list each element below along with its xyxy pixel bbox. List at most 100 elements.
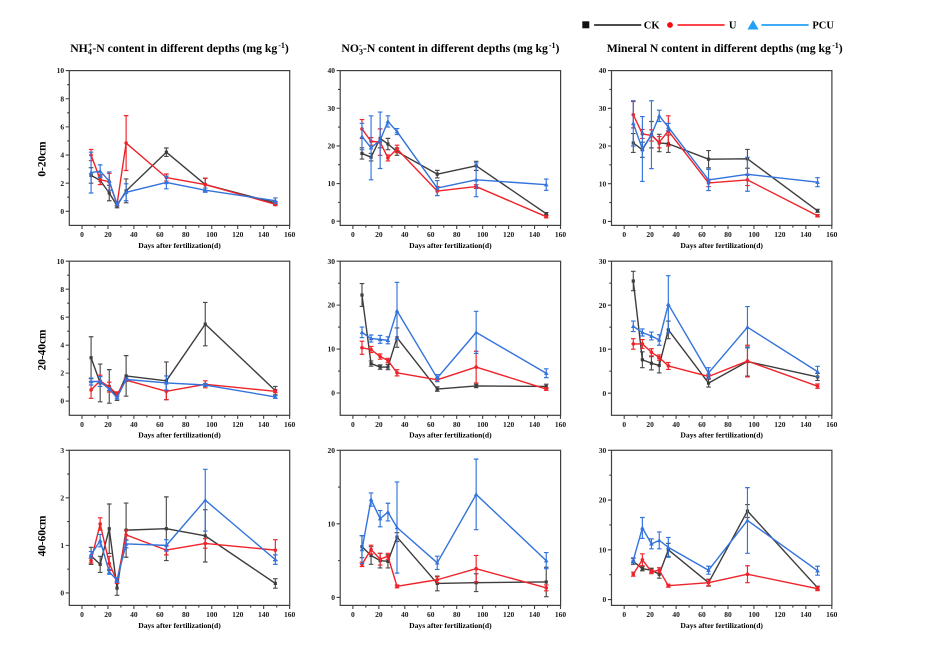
svg-text:140: 140 <box>800 420 812 429</box>
svg-text:30: 30 <box>599 446 607 455</box>
svg-text:-1: -1 <box>278 41 285 50</box>
svg-text:80: 80 <box>453 610 461 619</box>
svg-text:80: 80 <box>182 420 190 429</box>
svg-text:1: 1 <box>60 541 64 550</box>
svg-text:2: 2 <box>60 493 64 502</box>
svg-text:160: 160 <box>284 610 296 619</box>
svg-text:40: 40 <box>401 420 409 429</box>
svg-text:0: 0 <box>60 589 64 598</box>
svg-text:60: 60 <box>698 420 706 429</box>
svg-text:120: 120 <box>232 420 244 429</box>
svg-text:60: 60 <box>156 420 164 429</box>
svg-text:20: 20 <box>328 301 336 310</box>
svg-text:-: - <box>359 41 362 50</box>
svg-text:Days after fertilization(d): Days after fertilization(d) <box>409 431 492 440</box>
svg-text:Days after fertilization(d): Days after fertilization(d) <box>409 621 492 630</box>
svg-text:30: 30 <box>599 104 607 113</box>
svg-text:20: 20 <box>646 230 654 239</box>
svg-text:120: 120 <box>503 420 515 429</box>
svg-text:40: 40 <box>328 66 336 75</box>
svg-text:PCU: PCU <box>812 20 834 31</box>
svg-text:20: 20 <box>328 446 336 455</box>
svg-text:): ) <box>556 42 560 55</box>
svg-text:20: 20 <box>599 496 607 505</box>
svg-text:100: 100 <box>477 230 489 239</box>
svg-text:20: 20 <box>375 420 383 429</box>
svg-text:0: 0 <box>60 397 64 406</box>
svg-text:0: 0 <box>60 207 64 216</box>
svg-text:10: 10 <box>328 345 336 354</box>
svg-text:80: 80 <box>724 610 732 619</box>
svg-text:-N content in different depths: -N content in different depths (mg kg <box>92 42 277 55</box>
svg-text:4: 4 <box>88 48 92 57</box>
svg-text:10: 10 <box>599 545 607 554</box>
svg-text:10: 10 <box>328 179 336 188</box>
svg-text:20: 20 <box>104 420 112 429</box>
svg-text:NH: NH <box>70 42 88 55</box>
svg-text:160: 160 <box>284 420 296 429</box>
svg-text:40: 40 <box>130 420 138 429</box>
svg-text:4: 4 <box>60 151 64 160</box>
svg-text:60: 60 <box>427 610 435 619</box>
svg-text:10: 10 <box>57 257 65 266</box>
svg-text:40: 40 <box>672 610 680 619</box>
svg-text:8: 8 <box>60 94 64 103</box>
svg-text:20: 20 <box>599 301 607 310</box>
svg-text:140: 140 <box>258 420 270 429</box>
svg-text:0-20cm: 0-20cm <box>36 141 48 177</box>
svg-text:0: 0 <box>331 389 335 398</box>
svg-text:120: 120 <box>503 230 515 239</box>
svg-text:60: 60 <box>698 230 706 239</box>
svg-text:20: 20 <box>375 610 383 619</box>
svg-text:60: 60 <box>698 610 706 619</box>
svg-text:10: 10 <box>599 179 607 188</box>
svg-text:-1: -1 <box>549 41 556 50</box>
svg-text:120: 120 <box>232 610 244 619</box>
svg-text:CK: CK <box>644 20 661 31</box>
svg-text:100: 100 <box>206 230 218 239</box>
svg-text:80: 80 <box>453 230 461 239</box>
svg-text:60: 60 <box>156 610 164 619</box>
svg-text:4: 4 <box>60 341 64 350</box>
svg-text:40: 40 <box>401 610 409 619</box>
svg-text:0: 0 <box>80 230 84 239</box>
svg-text:40: 40 <box>599 66 607 75</box>
svg-text:140: 140 <box>258 230 270 239</box>
svg-text:Days after fertilization(d): Days after fertilization(d) <box>138 431 221 440</box>
svg-text:40-60cm: 40-60cm <box>36 515 48 556</box>
svg-text:140: 140 <box>800 610 812 619</box>
svg-text:3: 3 <box>359 48 363 57</box>
svg-text:140: 140 <box>529 420 541 429</box>
svg-text:Mineral N content in different: Mineral N content in different depths (m… <box>607 42 831 55</box>
svg-text:0: 0 <box>351 230 355 239</box>
svg-text:0: 0 <box>603 389 607 398</box>
svg-text:NO: NO <box>341 42 359 55</box>
svg-text:120: 120 <box>503 610 515 619</box>
svg-text:Days after fertilization(d): Days after fertilization(d) <box>138 621 221 630</box>
svg-text:0: 0 <box>603 595 607 604</box>
svg-text:140: 140 <box>258 610 270 619</box>
svg-text:0: 0 <box>80 420 84 429</box>
svg-text:120: 120 <box>774 420 786 429</box>
svg-text:20: 20 <box>646 420 654 429</box>
svg-text:80: 80 <box>724 230 732 239</box>
svg-text:2: 2 <box>60 369 64 378</box>
svg-text:80: 80 <box>453 420 461 429</box>
svg-text:0: 0 <box>603 217 607 226</box>
svg-text:6: 6 <box>60 122 64 131</box>
svg-text:-1: -1 <box>832 41 839 50</box>
svg-text:-N content in different depths: -N content in different depths (mg kg <box>363 42 548 55</box>
svg-text:20: 20 <box>646 610 654 619</box>
svg-text:20: 20 <box>328 142 336 151</box>
svg-text:Days after fertilization(d): Days after fertilization(d) <box>138 241 221 250</box>
svg-text:160: 160 <box>555 230 567 239</box>
svg-text:20: 20 <box>599 142 607 151</box>
svg-text:0: 0 <box>80 610 84 619</box>
svg-text:120: 120 <box>774 230 786 239</box>
svg-text:Days after fertilization(d): Days after fertilization(d) <box>680 431 763 440</box>
svg-text:60: 60 <box>427 230 435 239</box>
svg-text:Days after fertilization(d): Days after fertilization(d) <box>680 621 763 630</box>
svg-text:40: 40 <box>130 610 138 619</box>
svg-text:30: 30 <box>328 104 336 113</box>
svg-text:Days after fertilization(d): Days after fertilization(d) <box>409 241 492 250</box>
